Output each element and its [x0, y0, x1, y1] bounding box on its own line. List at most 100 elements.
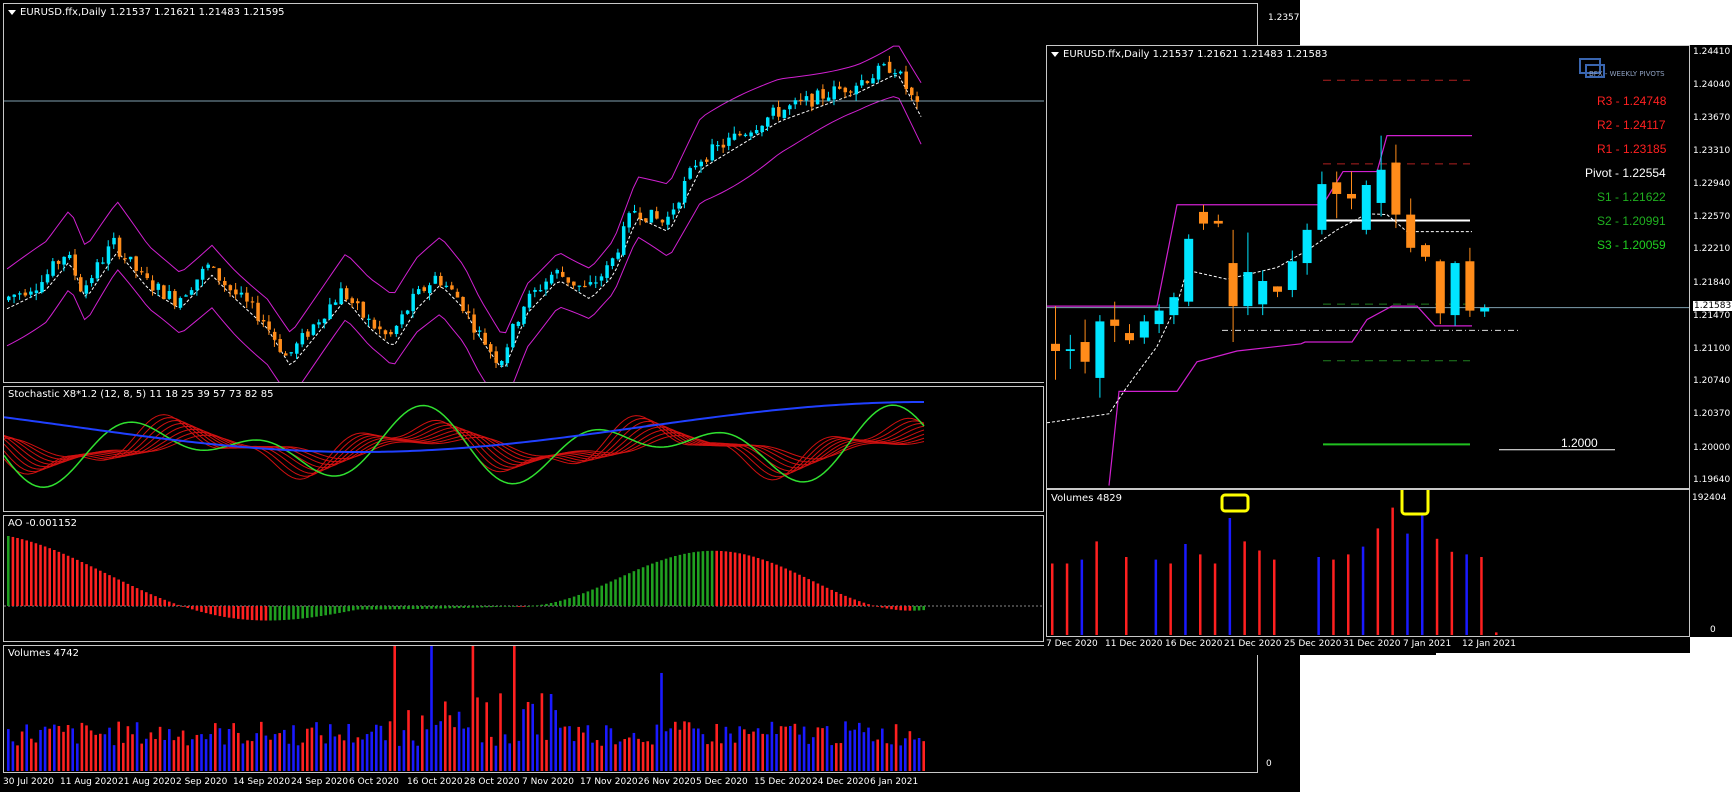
left-stochastic-panel[interactable]: Stochastic X8*1.2 (12, 8, 5) 11 18 25 39… — [3, 386, 1044, 512]
volume-bar — [724, 726, 728, 771]
candle-body — [178, 298, 183, 308]
candle-body — [428, 285, 432, 294]
volume-bar — [246, 740, 249, 771]
left-volume-panel[interactable]: Volumes 4742 — [3, 645, 1258, 773]
candle-body — [306, 331, 310, 337]
volume-bar — [154, 739, 157, 771]
candle-body — [627, 213, 631, 228]
ao-bar — [425, 606, 429, 609]
ao-bar — [66, 555, 70, 606]
volume-bar — [660, 672, 663, 771]
candle-body — [40, 282, 44, 293]
ao-bar — [605, 583, 608, 606]
volume-bar — [1169, 563, 1172, 635]
ao-bar — [706, 550, 709, 606]
candle-body — [1110, 319, 1120, 326]
candle-body — [416, 289, 421, 295]
ao-bar — [779, 566, 783, 606]
ao-bar — [379, 606, 383, 610]
volume-bar — [720, 743, 723, 771]
volume-bar — [747, 734, 751, 771]
candle-body — [123, 258, 127, 260]
volume-bar — [1347, 554, 1350, 635]
volume-bar — [103, 734, 107, 771]
right-price-panel-main[interactable]: EURUSD.ffx,Daily 1.21537 1.21621 1.21483… — [1046, 45, 1690, 489]
candle-body — [151, 280, 155, 291]
left-date-tick: 16 Oct 2020 — [407, 777, 463, 787]
volume-bar — [503, 734, 507, 771]
volume-bar — [57, 726, 61, 771]
ao-bar — [761, 559, 764, 606]
volume-bar — [425, 729, 429, 771]
candle-body — [1287, 261, 1297, 290]
stochastic-lines — [4, 401, 925, 489]
candle-body — [1213, 220, 1223, 224]
ao-bar — [545, 603, 548, 606]
candle-body — [477, 330, 482, 332]
volume-bar — [830, 745, 833, 771]
volume-bar — [439, 721, 442, 771]
right-volume-panel[interactable]: Volumes 4829 — [1046, 489, 1690, 637]
ao-bar — [30, 541, 33, 606]
ao-bar — [862, 602, 866, 606]
candle-body — [189, 290, 194, 295]
volume-bar — [816, 727, 820, 771]
candle-body — [1421, 245, 1430, 257]
candle-body — [278, 339, 282, 352]
volume-bar — [126, 726, 130, 771]
volume-bar — [1080, 559, 1084, 635]
candle-body — [522, 306, 526, 324]
ao-bar — [729, 551, 732, 606]
left-date-tick: 24 Dec 2020 — [812, 777, 870, 787]
candle-body — [367, 318, 371, 320]
ao-bar — [439, 606, 442, 609]
ao-bar — [591, 589, 594, 606]
candle-body — [843, 87, 848, 93]
dropdown-triangle-icon[interactable] — [1051, 51, 1059, 57]
candle-body — [73, 254, 77, 276]
candle-body — [782, 109, 787, 118]
ao-bar — [559, 600, 562, 606]
ao-bar — [692, 552, 695, 606]
candle-body — [594, 282, 598, 284]
right-date-tick: 31 Dec 2020 — [1343, 639, 1401, 649]
ao-bar — [402, 606, 406, 610]
ao-bar — [43, 546, 47, 606]
price-scale-tick: 1.20000 — [1693, 442, 1731, 453]
price-scale-tick: 1.22210 — [1693, 244, 1731, 255]
right-candle-chart — [1047, 79, 1689, 486]
volume-bar — [890, 744, 893, 771]
ao-bar — [618, 577, 622, 606]
candle-body — [261, 319, 266, 322]
ao-bar — [641, 567, 645, 606]
price-scale-tick: 1.23670 — [1693, 113, 1731, 124]
dropdown-triangle-icon[interactable] — [8, 9, 16, 15]
candle-body — [1347, 193, 1356, 199]
ao-bar — [20, 539, 24, 606]
volume-bar — [1199, 554, 1202, 635]
volume-bar — [462, 728, 465, 771]
volume-bar — [370, 731, 373, 771]
candle-body — [1139, 321, 1149, 338]
volume-bar — [292, 725, 295, 771]
ao-bar — [237, 606, 240, 619]
candle-body — [444, 285, 449, 287]
left-date-tick: 6 Jan 2021 — [870, 777, 919, 787]
ao-bar — [71, 557, 74, 606]
left-ao-panel[interactable]: AO -0.001152 — [3, 515, 1044, 642]
volume-bar — [554, 710, 557, 771]
volume-bar — [871, 741, 875, 771]
candle-body — [90, 278, 94, 284]
ao-bar — [540, 604, 544, 606]
volume-bar — [181, 730, 185, 771]
ao-bar — [908, 606, 912, 611]
ao-bar — [756, 558, 760, 606]
ao-bar — [287, 606, 291, 620]
candle-body — [1184, 238, 1194, 302]
ao-bar — [319, 606, 323, 617]
pivot-level-label: R1 - 1.23185 — [1597, 142, 1667, 156]
volume-bar — [743, 729, 746, 771]
volume-bar — [278, 733, 281, 771]
ao-bar — [784, 568, 787, 606]
left-date-tick: 21 Aug 2020 — [118, 777, 176, 787]
